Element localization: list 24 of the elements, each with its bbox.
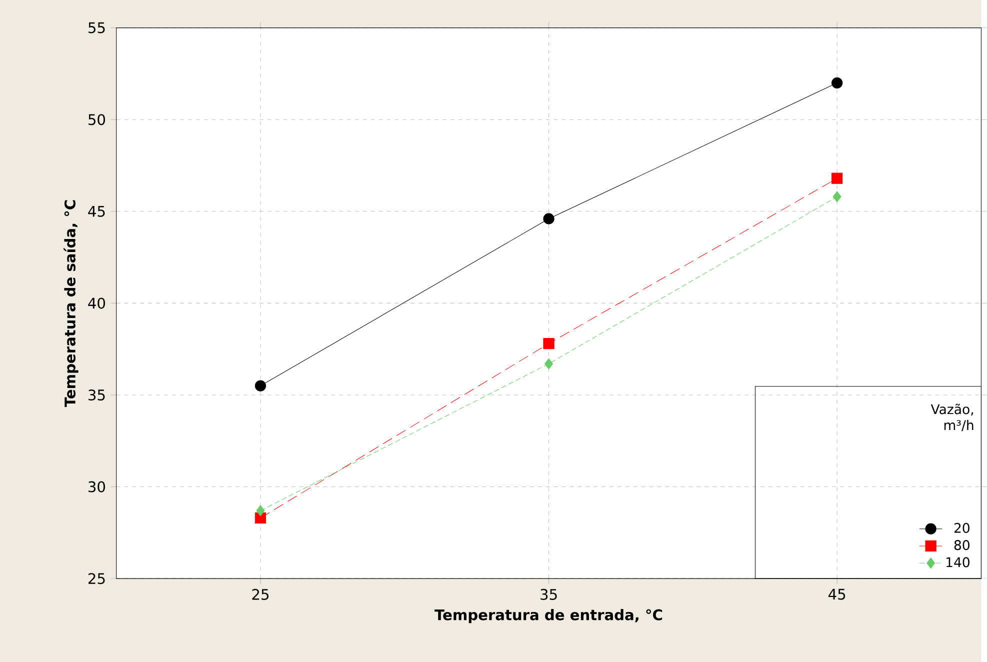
point [832,172,843,184]
legend-label: 140 [946,557,970,568]
point [256,505,265,516]
legend-label: 20 [954,522,970,533]
y-tick-label: 25 [88,573,105,584]
legend-title: Vazão, m³/h [930,404,974,432]
legend-label: 80 [954,540,970,550]
point [832,77,843,88]
point [544,358,554,370]
y-axis-title: Temperatura de saída, °C [64,200,78,407]
x-tick-label: 45 [828,588,846,600]
point [254,380,266,392]
x-axis-title: Temperatura de entrada, °C [434,609,662,624]
point [543,338,554,350]
x-tick-label: 35 [540,588,557,600]
y-tick-label: 30 [88,481,105,492]
y-tick-label: 50 [88,114,105,126]
y-tick-label: 40 [88,298,105,309]
y-tick-label: 45 [88,206,105,217]
point [832,191,842,202]
point [543,213,554,224]
y-tick-label: 55 [88,22,105,34]
y-tick-label: 35 [88,389,105,400]
x-tick-label: 25 [252,588,268,600]
